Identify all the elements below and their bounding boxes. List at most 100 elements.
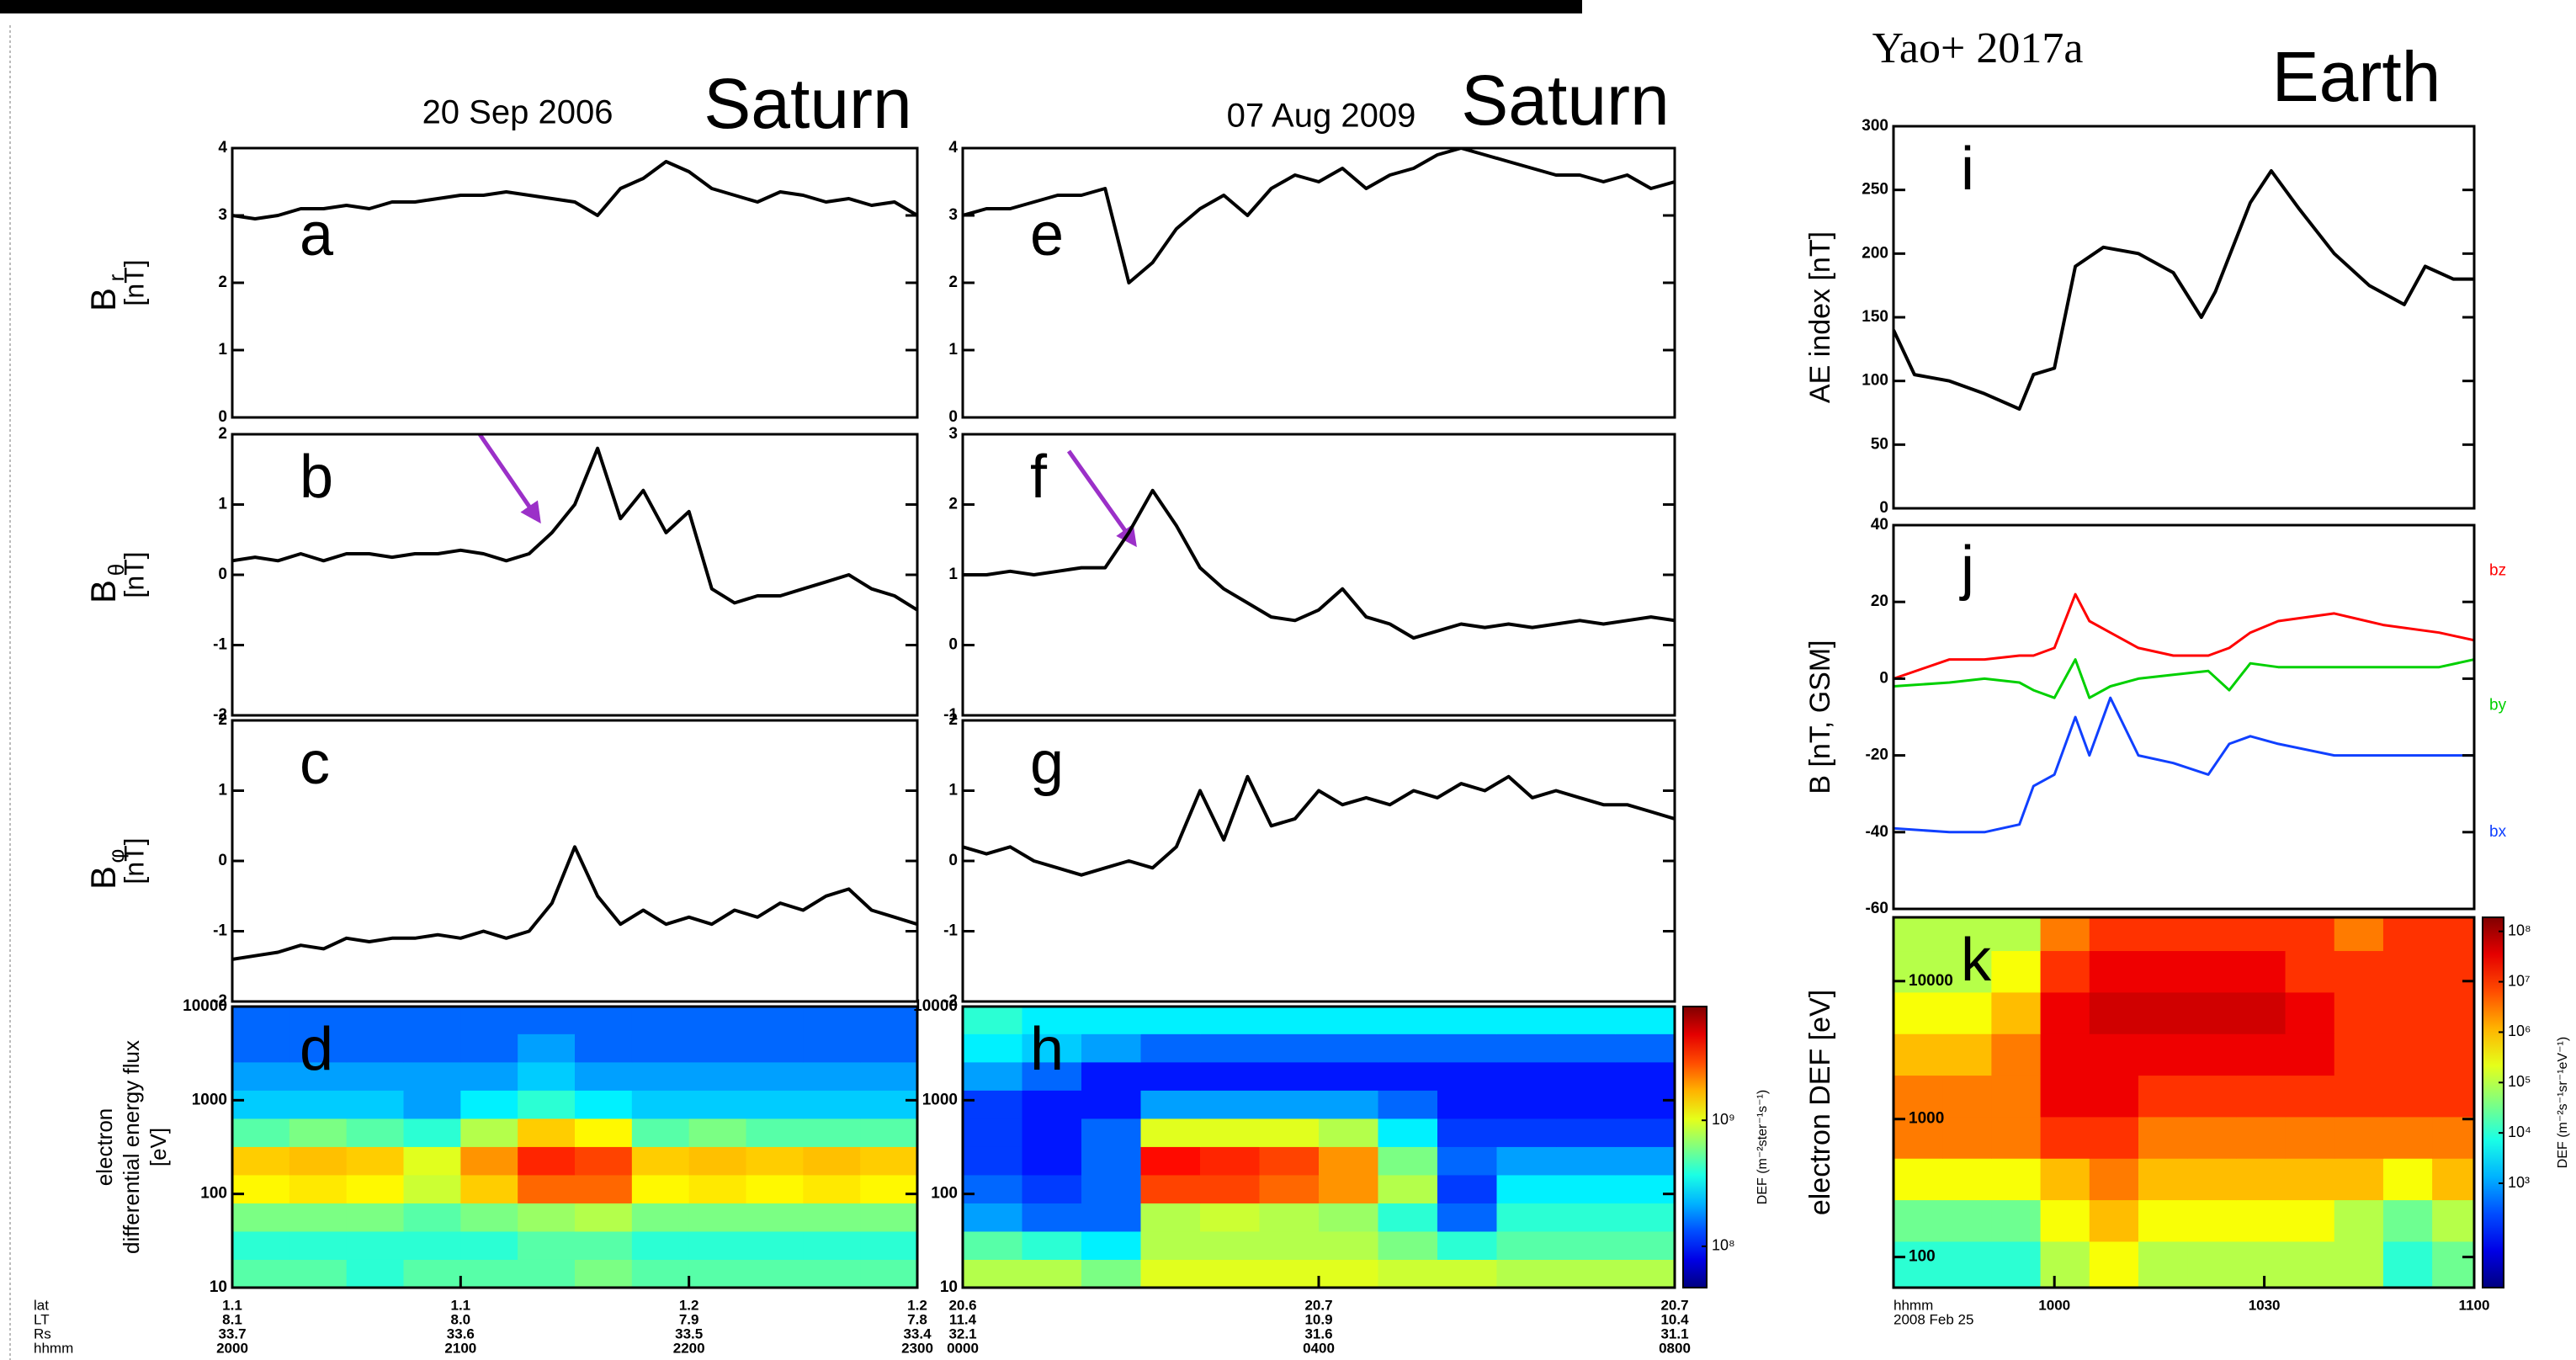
heat-cell [688, 1090, 746, 1119]
heat-cell [1022, 1146, 1082, 1176]
heat-cell [1378, 1230, 1438, 1260]
heat-cell [1022, 1174, 1082, 1203]
heat-cell [2040, 917, 2090, 952]
ephemeris-label: 33.5 [675, 1325, 703, 1341]
y-tick-label: 1 [218, 341, 227, 359]
plot-area [1893, 169, 2474, 411]
heat-cell [518, 1146, 576, 1176]
heat-cell [746, 1061, 804, 1091]
heat-cell [2138, 1033, 2188, 1076]
colorbar-tick-label: 10⁹ [1712, 1111, 1735, 1128]
heat-cell [803, 1203, 861, 1232]
heat-cell [803, 1259, 861, 1288]
y-axis-label: B [83, 866, 123, 890]
heat-cell [1942, 1240, 1992, 1288]
heat-cell [518, 1259, 576, 1288]
panel-label: f [1030, 444, 1048, 511]
heat-cell [518, 1118, 576, 1147]
colorbar-tick-label: 10³ [2508, 1174, 2530, 1191]
heat-cell [860, 1174, 917, 1203]
heat-cell [1140, 1007, 1201, 1034]
colorbar [2482, 916, 2504, 1288]
heat-cell [575, 1033, 633, 1063]
x-tick-label: 2100 [444, 1340, 476, 1356]
heat-cell [2138, 1116, 2188, 1159]
heat-cell [860, 1230, 917, 1260]
heat-cell [2089, 917, 2139, 952]
frame [231, 1005, 919, 1289]
heat-cell [963, 1146, 1022, 1176]
heat-cell [575, 1090, 633, 1119]
heat-cell [289, 1174, 348, 1203]
y-tick-label: 1 [218, 496, 227, 513]
heat-cell [1022, 1118, 1082, 1147]
heat-cell [963, 1118, 1022, 1147]
y-tick-label: -1 [943, 706, 958, 724]
heat-cell [2187, 950, 2237, 993]
arrow [1066, 449, 1137, 548]
y-tick-label: 1000 [192, 1091, 227, 1108]
heat-cell [1991, 950, 2042, 993]
heat-cell [2236, 1240, 2287, 1288]
heat-cell [1140, 1146, 1201, 1176]
y-tick-label: 1 [948, 566, 958, 583]
heat-cell [1081, 1007, 1141, 1034]
y-tick-label: 0 [948, 852, 958, 869]
panel: bz by bx -60 -40 -20 0 20 40 j B [nT, GSM] [1804, 516, 2507, 917]
heat-cell [2089, 1116, 2139, 1159]
heat-cell [1496, 1259, 1557, 1288]
heat-cell [1556, 1033, 1616, 1063]
heat-cell [2236, 1199, 2287, 1242]
y-tick-label: -20 [1866, 746, 1888, 764]
ephemeris-label: 8.1 [222, 1311, 242, 1327]
top-bar [0, 0, 1582, 13]
heat-cell [803, 1146, 861, 1176]
heat-cell [1022, 1033, 1082, 1063]
heat-cell [1556, 1230, 1616, 1260]
y-tick-label: 1 [948, 341, 958, 359]
heat-cell [346, 1203, 404, 1232]
heat-cell [1259, 1174, 1320, 1203]
heat-cell [1893, 1116, 1943, 1159]
heat-cell [2089, 991, 2139, 1034]
heat-cell [1556, 1061, 1616, 1091]
y-tick-label: 2 [218, 274, 227, 291]
y-axis-label-unit: [nT] [119, 551, 149, 598]
heat-cell [1378, 1061, 1438, 1091]
heat-cell [289, 1203, 348, 1232]
y-tick-label: -60 [1866, 900, 1888, 917]
plot-area [963, 488, 1675, 640]
heat-cell [403, 1203, 461, 1232]
heat-cell [688, 1146, 746, 1176]
heat-cell [1140, 1203, 1201, 1232]
x-tick-label: 1000 [2038, 1297, 2070, 1313]
heat-cell [1437, 1090, 1497, 1119]
heat-cell [1081, 1174, 1141, 1203]
plot-area [963, 774, 1675, 877]
ephemeris-label: 33.7 [218, 1325, 246, 1341]
heat-cell [860, 1146, 917, 1176]
heat-cell [2334, 1033, 2384, 1076]
heat-cell [2187, 1240, 2237, 1288]
x-tick-label: 0000 [947, 1340, 979, 1356]
heat-cell [289, 1259, 348, 1288]
y-tick-label: 0 [218, 566, 227, 583]
heat-cell [518, 1033, 576, 1063]
y-tick-label: -2 [213, 706, 227, 724]
y-tick-label: -2 [213, 992, 227, 1010]
y-tick-label: 0 [218, 408, 227, 426]
heat-cell [2236, 917, 2287, 952]
data-line [963, 774, 1675, 877]
heat-cell [2432, 991, 2474, 1034]
heat-cell [631, 1033, 690, 1063]
heat-cell [963, 1007, 1022, 1034]
heat-cell [575, 1061, 633, 1091]
heat-cell [1200, 1259, 1260, 1288]
heat-cell [963, 1033, 1022, 1063]
heat-cell [289, 1146, 348, 1176]
panel: 0 1 2 3 4 e [948, 139, 1676, 426]
heat-cell [346, 1146, 404, 1176]
heat-cell [1081, 1259, 1141, 1288]
data-line [232, 160, 917, 220]
heat-cell [346, 1174, 404, 1203]
